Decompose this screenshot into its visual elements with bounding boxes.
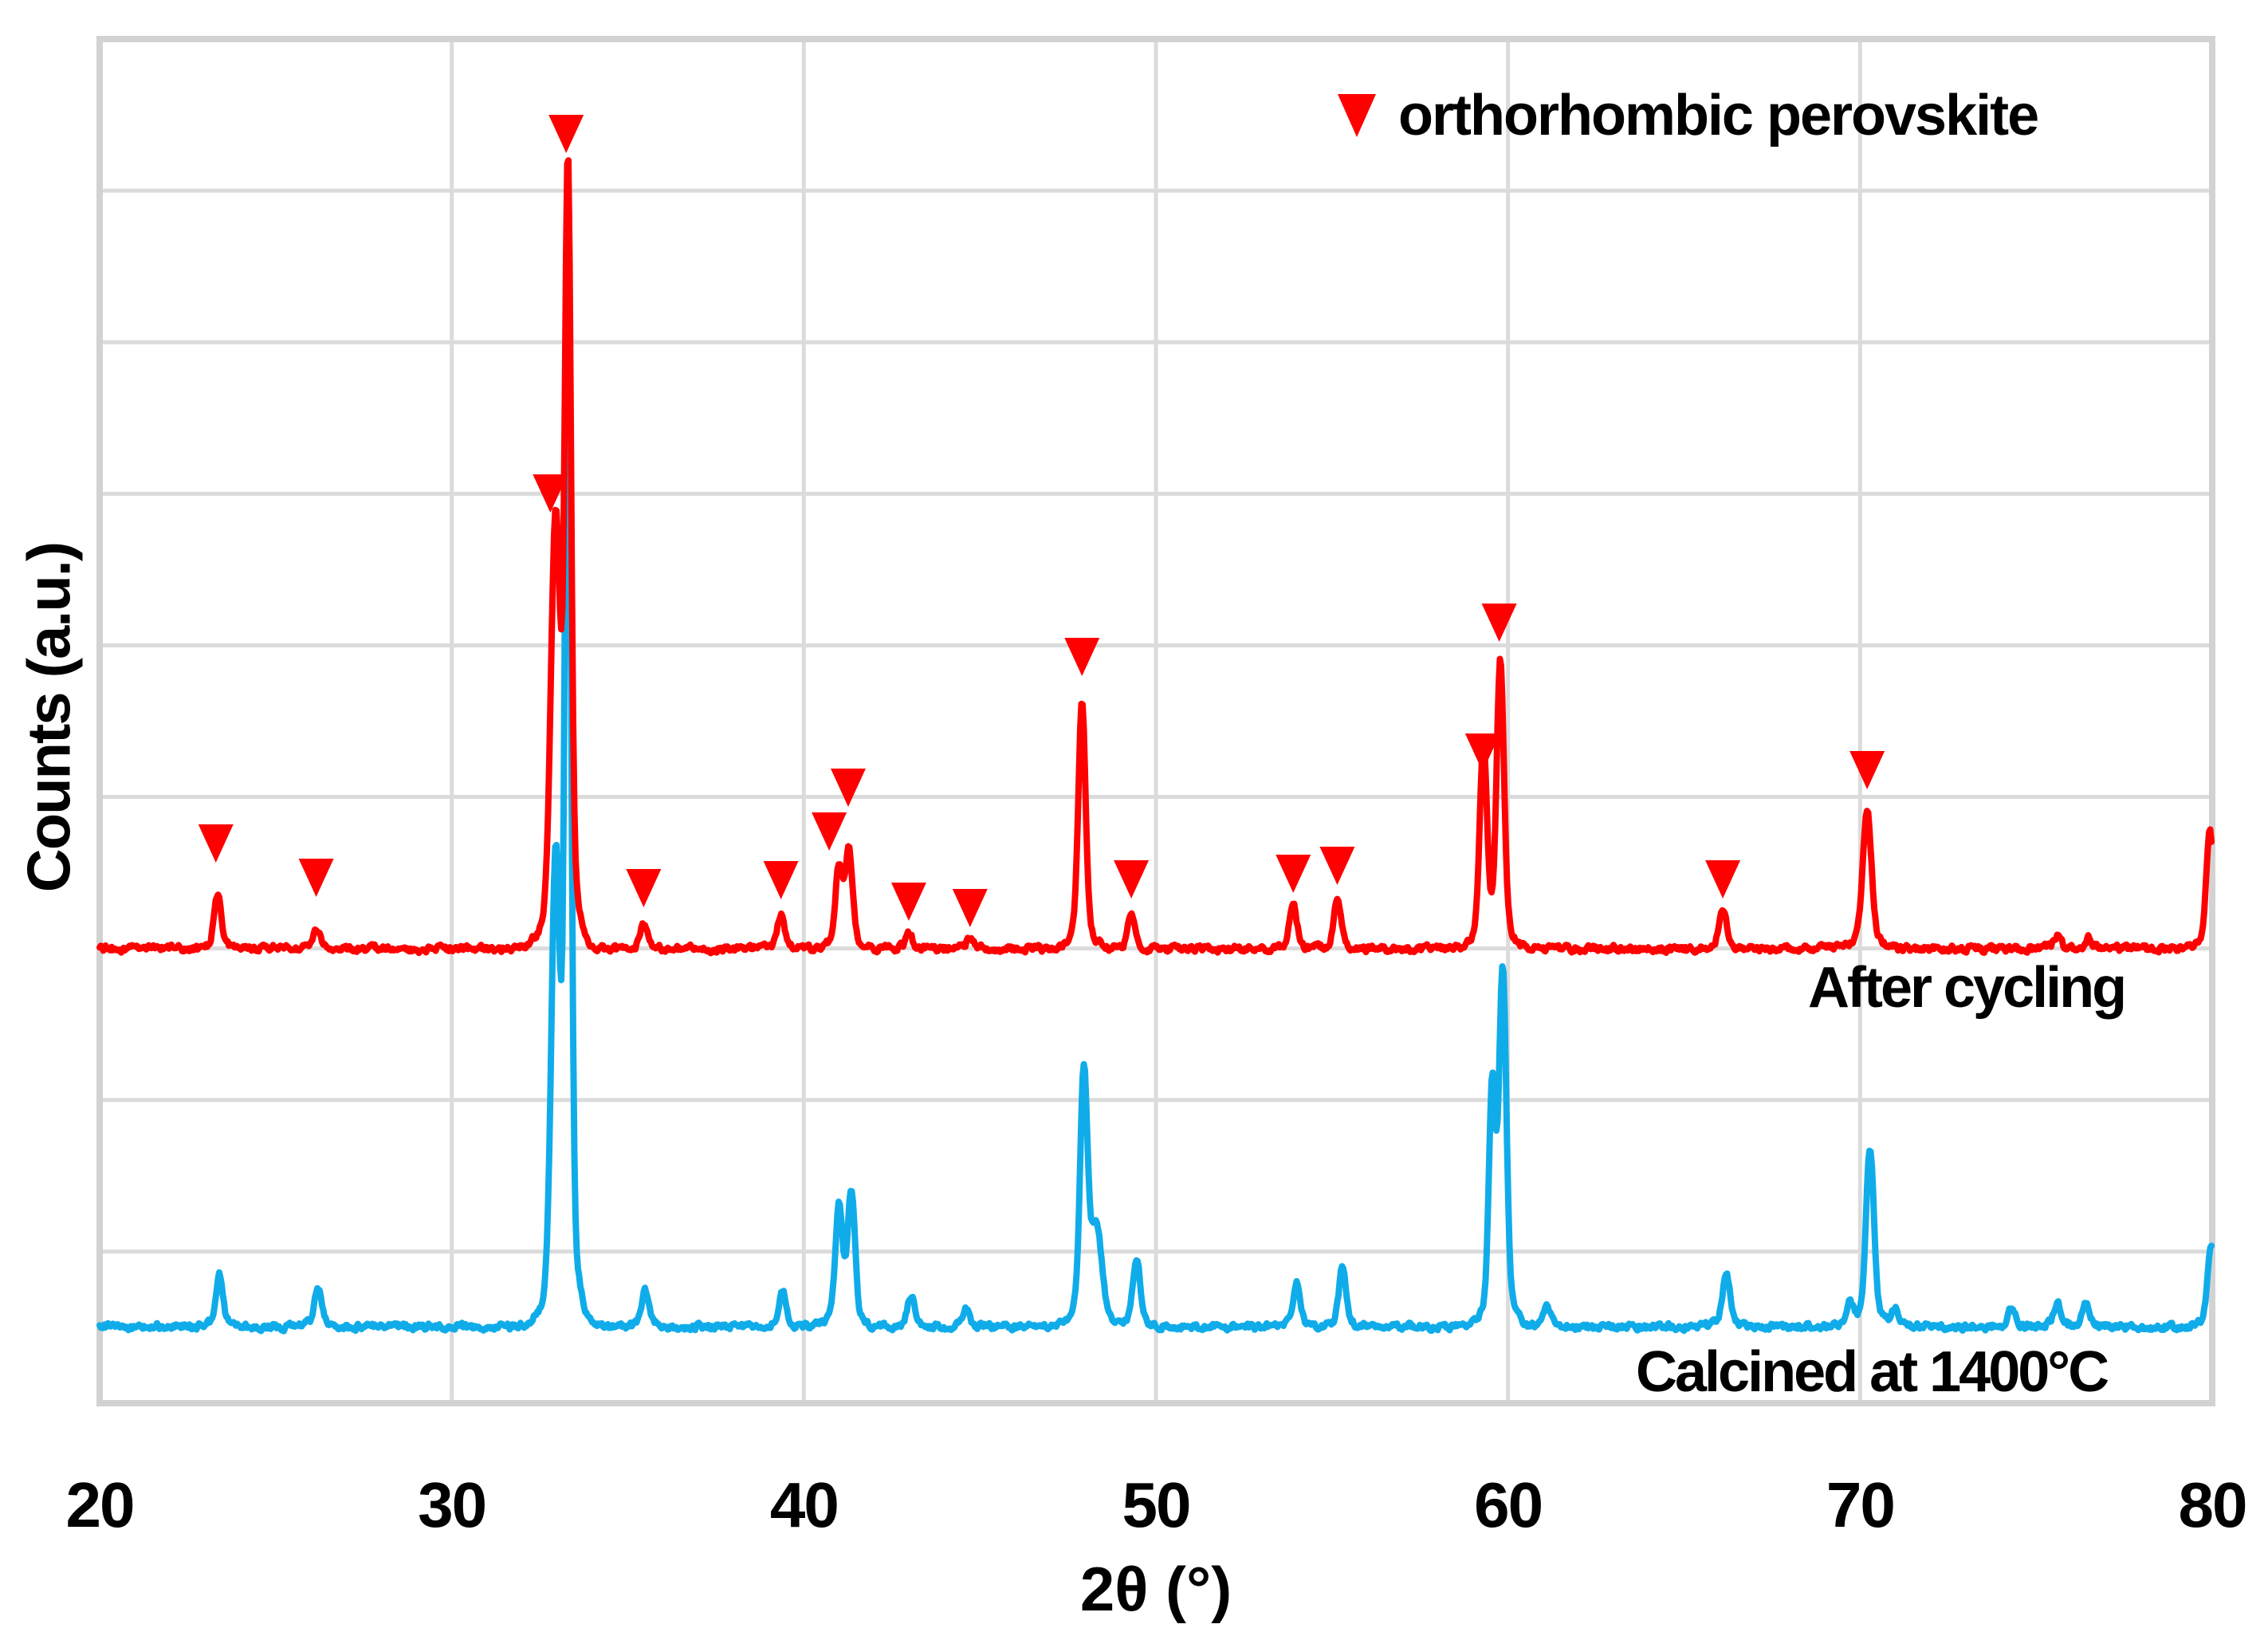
x-axis-title: 2θ (°) bbox=[1079, 1554, 1232, 1624]
series-label-calcined: Calcined at 1400°C bbox=[1636, 1340, 2109, 1404]
series-label-after-cycling: After cycling bbox=[1808, 956, 2127, 1020]
phase-marker-triangle-down-icon bbox=[1114, 860, 1150, 899]
phase-marker-triangle-down-icon bbox=[890, 883, 926, 921]
phase-marker-triangle-down-icon bbox=[952, 889, 988, 927]
phase-marker-triangle-down-icon bbox=[198, 824, 234, 863]
y-axis-label: Counts (a.u.) bbox=[15, 542, 84, 893]
legend: orthorhombic perovskite bbox=[1338, 83, 2039, 148]
x-tick-label: 40 bbox=[769, 1469, 839, 1540]
x-tick-label: 30 bbox=[418, 1469, 487, 1540]
phase-marker-triangle-down-icon bbox=[1849, 751, 1885, 789]
triangle-down-icon bbox=[1338, 94, 1376, 137]
series-trace-calcined-at-1400-c bbox=[96, 225, 2215, 1335]
phase-marker-triangle-down-icon bbox=[812, 812, 847, 851]
phase-marker-triangle-down-icon bbox=[1705, 860, 1741, 899]
phase-marker-triangle-down-icon bbox=[626, 869, 662, 907]
phase-marker-triangle-down-icon bbox=[1481, 604, 1517, 642]
phase-marker-triangle-down-icon bbox=[298, 859, 334, 897]
phase-marker-triangle-down-icon bbox=[830, 769, 866, 807]
phase-marker-triangle-down-icon bbox=[1319, 847, 1355, 885]
phase-marker-triangle-down-icon bbox=[763, 861, 799, 899]
phase-marker-triangle-down-icon bbox=[1064, 638, 1100, 676]
x-tick-label: 60 bbox=[1474, 1469, 1543, 1540]
x-tick-label: 50 bbox=[1122, 1469, 1192, 1540]
x-tick-label: 70 bbox=[1826, 1469, 1896, 1540]
phase-marker-triangle-down-icon bbox=[1276, 855, 1311, 893]
phase-marker-triangle-down-icon bbox=[533, 474, 568, 513]
phase-marker-triangle-down-icon bbox=[1464, 733, 1500, 772]
plot-border bbox=[96, 36, 2215, 1406]
series-trace-after-cycling bbox=[96, 157, 2215, 957]
legend-label: orthorhombic perovskite bbox=[1398, 84, 2039, 147]
x-tick-label: 80 bbox=[2178, 1469, 2248, 1540]
phase-marker-triangle-down-icon bbox=[548, 115, 584, 153]
x-tick-label: 20 bbox=[65, 1469, 136, 1540]
